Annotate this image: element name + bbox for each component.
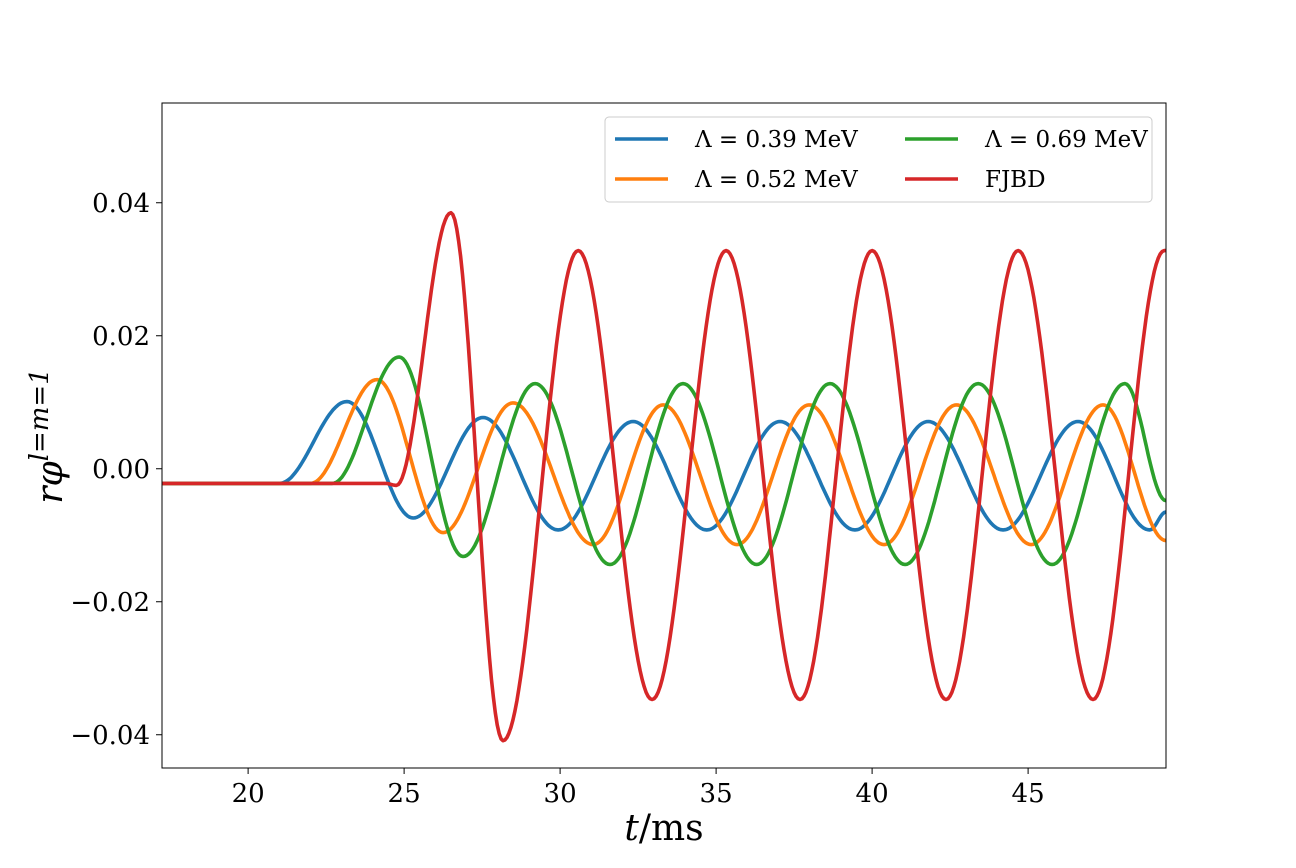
x-tick-label: 45 xyxy=(1012,779,1045,809)
x-axis-label: t/ms xyxy=(624,808,703,849)
x-tick-label: 40 xyxy=(856,779,889,809)
x-axis: 20 25 30 35 40 45 xyxy=(232,768,1045,809)
y-axis: 0.04 0.02 0.00 −0.02 −0.04 xyxy=(70,189,162,751)
y-tick-label: 0.04 xyxy=(92,189,150,219)
plot-frame xyxy=(161,102,1167,769)
y-tick-label: −0.04 xyxy=(70,721,150,751)
series-line-1 xyxy=(162,377,1166,547)
series-layer xyxy=(162,210,1166,743)
x-tick-label: 35 xyxy=(700,779,733,809)
y-axis-label-superscript: l=m=1 xyxy=(25,368,55,461)
series-line-3 xyxy=(162,210,1166,743)
series-line-0 xyxy=(162,399,1166,532)
x-tick-label: 25 xyxy=(388,779,421,809)
x-axis-label-unit: /ms xyxy=(639,808,704,849)
y-axis-label-base: rφ xyxy=(30,461,71,504)
y-tick-label: −0.02 xyxy=(70,588,150,618)
y-axis-label-group: rφl=m=1 xyxy=(25,368,71,504)
legend-label: Λ = 0.52 MeV xyxy=(694,167,858,193)
y-tick-label: 0.00 xyxy=(92,455,150,485)
x-tick-label: 30 xyxy=(544,779,577,809)
legend: Λ = 0.39 MeV Λ = 0.52 MeV Λ = 0.69 MeV FJBD xyxy=(604,116,1153,203)
legend-label: Λ = 0.69 MeV xyxy=(984,127,1148,153)
legend-label: Λ = 0.39 MeV xyxy=(694,127,858,153)
x-axis-label-variable: t xyxy=(624,808,639,849)
x-tick-label: 20 xyxy=(232,779,265,809)
y-tick-label: 0.02 xyxy=(92,322,150,352)
plot-background xyxy=(162,103,1166,768)
legend-box xyxy=(604,116,1153,203)
legend-label: FJBD xyxy=(985,167,1046,193)
y-axis-label: rφl=m=1 xyxy=(25,368,71,504)
